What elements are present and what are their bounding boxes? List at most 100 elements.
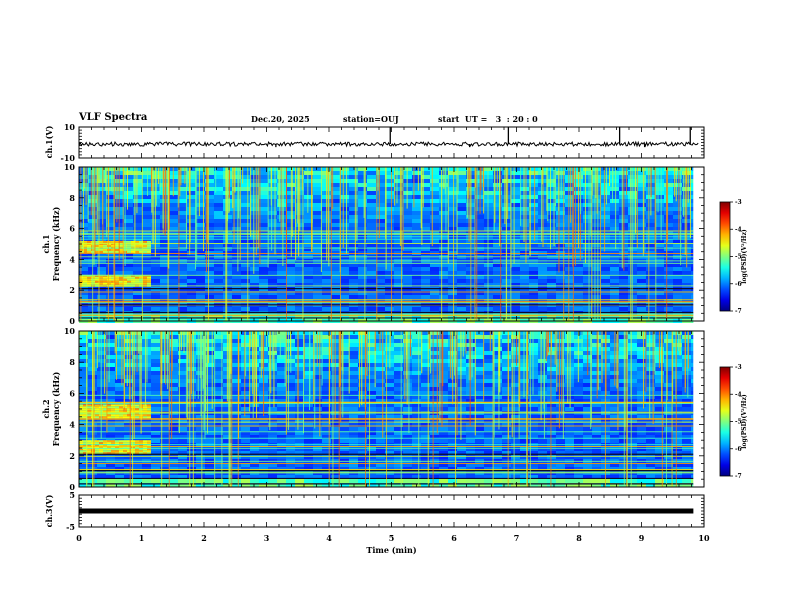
spectro-cell — [241, 251, 250, 255]
spectro-cell — [556, 243, 565, 247]
spectro-cell — [403, 223, 412, 227]
band-cell — [139, 250, 143, 253]
spectro-cell — [232, 375, 241, 379]
spectro-cell — [313, 431, 322, 435]
spectro-cell — [637, 199, 646, 203]
spectro-cell — [421, 399, 430, 403]
spectro-cell — [637, 347, 646, 351]
spectro-cell — [259, 279, 268, 283]
spectro-cell — [520, 419, 529, 423]
spectro-cell — [430, 215, 439, 219]
spectro-cell — [547, 375, 556, 379]
spectro-cell — [394, 339, 403, 343]
spectro-cell — [421, 167, 430, 171]
spectro-cell — [142, 211, 151, 215]
spectro-cell — [493, 315, 502, 319]
spectro-cell — [475, 355, 484, 359]
spectro-cell — [340, 183, 349, 187]
spectro-cell — [340, 299, 349, 303]
spectro-cell — [286, 219, 295, 223]
spectro-cell — [358, 283, 367, 287]
spectro-cell — [250, 239, 259, 243]
spectro-cell — [475, 263, 484, 267]
spectro-cell — [601, 267, 610, 271]
spectro-cell — [682, 351, 691, 355]
spectro-cell — [286, 371, 295, 375]
spectro-cell — [259, 283, 268, 287]
spectro-cell — [475, 423, 484, 427]
spectro-cell — [421, 391, 430, 395]
spectro-cell — [385, 275, 394, 279]
spectro-cell — [349, 343, 358, 347]
band-cell — [87, 250, 91, 253]
spectro-cell — [637, 215, 646, 219]
spectro-cell — [682, 307, 691, 311]
spectro-cell — [574, 267, 583, 271]
spectro-cell — [205, 175, 214, 179]
spectro-cell — [619, 367, 628, 371]
spectro-cell — [367, 339, 376, 343]
spectro-cell — [457, 215, 466, 219]
spectro-cell — [277, 239, 286, 243]
spectro-cell — [583, 203, 592, 207]
spectro-cell — [493, 263, 502, 267]
spectro-cell — [493, 295, 502, 299]
spectro-cell — [529, 251, 538, 255]
spectro-cell — [691, 251, 694, 255]
spectro-cell — [358, 403, 367, 407]
spectro-cell — [538, 407, 547, 411]
spectro-cell — [133, 191, 142, 195]
spectro-cell — [394, 423, 403, 427]
spectro-cell — [205, 315, 214, 319]
spectro-cell — [205, 367, 214, 371]
spectro-cell — [547, 251, 556, 255]
spectro-cell — [277, 339, 286, 343]
spectro-cell — [556, 267, 565, 271]
spectro-cell — [133, 203, 142, 207]
spectro-cell — [268, 195, 277, 199]
spectro-cell — [331, 419, 340, 423]
spectro-cell — [538, 431, 547, 435]
spectro-cell — [547, 307, 556, 311]
spectro-cell — [592, 399, 601, 403]
spectro-cell — [124, 335, 133, 339]
band-cell — [127, 282, 131, 285]
spectro-cell — [457, 307, 466, 311]
spectro-cell — [556, 283, 565, 287]
spectro-cell — [223, 291, 232, 295]
spectro-cell — [592, 267, 601, 271]
spectro-cell — [538, 403, 547, 407]
spectro-cell — [565, 247, 574, 251]
spectro-cell — [106, 299, 115, 303]
spectro-cell — [439, 371, 448, 375]
spectro-cell — [178, 375, 187, 379]
spectro-cell — [106, 379, 115, 383]
band-cell — [147, 276, 151, 279]
spectro-cell — [340, 191, 349, 195]
spectro-cell — [124, 367, 133, 371]
spectro-cell — [115, 295, 124, 299]
spectro-cell — [250, 267, 259, 271]
spectro-cell — [511, 223, 520, 227]
spectro-cell — [430, 343, 439, 347]
spectro-cell — [691, 271, 694, 275]
spectro-cell — [610, 207, 619, 211]
spectro-cell — [106, 223, 115, 227]
spectro-cell — [682, 283, 691, 287]
spectro-cell — [106, 271, 115, 275]
spectro-cell — [682, 383, 691, 387]
spectro-cell — [376, 403, 385, 407]
spectro-cell — [493, 403, 502, 407]
spectro-cell — [286, 379, 295, 383]
spectro-cell — [214, 383, 223, 387]
spectro-cell — [610, 295, 619, 299]
spectro-cell — [664, 403, 673, 407]
spectro-cell — [349, 299, 358, 303]
spectro-cell — [628, 403, 637, 407]
spectro-cell — [106, 383, 115, 387]
spectro-cell — [493, 375, 502, 379]
spectro-cell — [502, 395, 511, 399]
spectro-cell — [457, 387, 466, 391]
spectro-cell — [538, 423, 547, 427]
spectro-cell — [115, 423, 124, 427]
